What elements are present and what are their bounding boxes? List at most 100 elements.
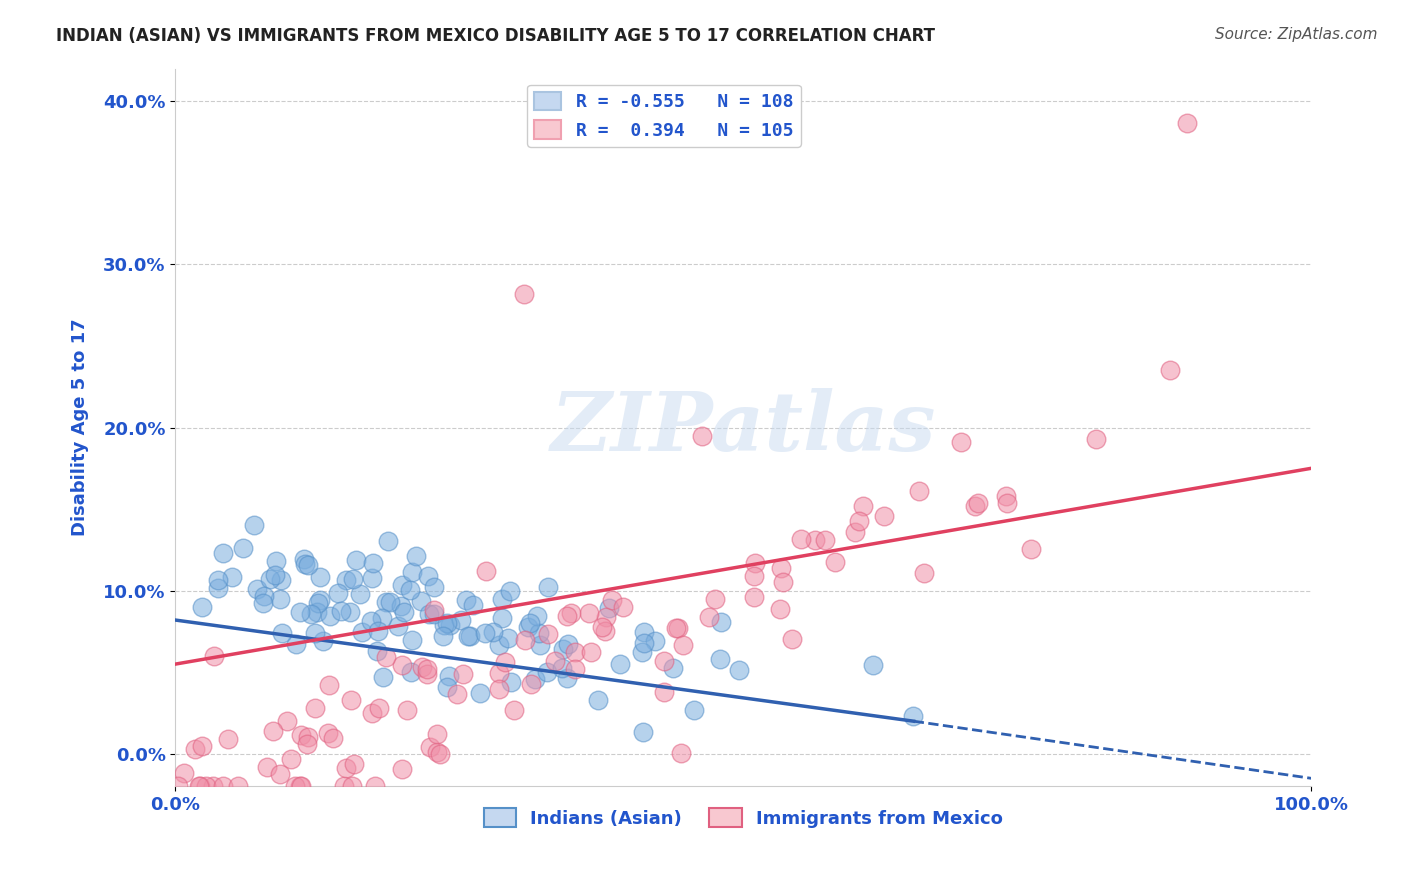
Point xyxy=(499,583,522,598)
Point xyxy=(488,681,510,696)
Point xyxy=(690,429,713,443)
Point xyxy=(207,574,229,588)
Point xyxy=(437,669,460,683)
Point xyxy=(243,517,266,532)
Point xyxy=(423,607,446,621)
Point xyxy=(995,489,1018,503)
Point xyxy=(252,596,274,610)
Point xyxy=(419,739,441,754)
Point xyxy=(1084,432,1107,446)
Point xyxy=(295,737,318,751)
Point xyxy=(173,765,195,780)
Point xyxy=(389,599,412,613)
Point xyxy=(586,693,609,707)
Point xyxy=(461,599,484,613)
Point xyxy=(426,727,449,741)
Point xyxy=(290,606,312,620)
Point xyxy=(232,541,254,555)
Point xyxy=(330,604,353,618)
Point xyxy=(769,602,792,616)
Point xyxy=(633,624,655,639)
Point xyxy=(432,629,454,643)
Point xyxy=(396,703,419,717)
Point xyxy=(591,620,613,634)
Legend: Indians (Asian), Immigrants from Mexico: Indians (Asian), Immigrants from Mexico xyxy=(477,801,1011,835)
Point xyxy=(703,591,725,606)
Point xyxy=(391,658,413,673)
Point xyxy=(366,644,388,658)
Point xyxy=(371,610,394,624)
Text: ZIPatlas: ZIPatlas xyxy=(551,387,936,467)
Point xyxy=(662,660,685,674)
Point xyxy=(529,638,551,652)
Point xyxy=(183,741,205,756)
Point xyxy=(682,703,704,717)
Point xyxy=(284,779,307,793)
Point xyxy=(491,611,513,625)
Point xyxy=(553,641,575,656)
Point xyxy=(612,600,634,615)
Point xyxy=(912,566,935,581)
Point xyxy=(399,583,422,598)
Point xyxy=(1175,116,1198,130)
Point xyxy=(666,621,689,635)
Point xyxy=(256,760,278,774)
Point xyxy=(352,625,374,640)
Point xyxy=(965,500,987,514)
Point xyxy=(501,674,523,689)
Point xyxy=(644,633,666,648)
Point xyxy=(426,745,449,759)
Point xyxy=(517,620,540,634)
Point xyxy=(697,610,720,624)
Point xyxy=(307,596,329,610)
Point xyxy=(294,557,316,571)
Point xyxy=(652,685,675,699)
Point xyxy=(949,434,972,449)
Point xyxy=(429,747,451,761)
Point xyxy=(672,638,695,652)
Point xyxy=(519,616,541,631)
Point xyxy=(564,645,586,659)
Point xyxy=(270,574,292,588)
Point xyxy=(271,626,294,640)
Point xyxy=(226,780,249,794)
Point xyxy=(564,662,586,676)
Point xyxy=(322,731,344,745)
Point xyxy=(305,605,328,619)
Point xyxy=(190,600,212,615)
Point xyxy=(433,618,456,632)
Point xyxy=(631,725,654,739)
Point xyxy=(202,780,225,794)
Point xyxy=(416,569,439,583)
Point xyxy=(387,618,409,632)
Point xyxy=(391,762,413,776)
Point xyxy=(342,780,364,794)
Point xyxy=(316,726,339,740)
Point xyxy=(221,570,243,584)
Point xyxy=(290,728,312,742)
Point xyxy=(555,609,578,624)
Point xyxy=(494,656,516,670)
Point xyxy=(318,678,340,692)
Point xyxy=(217,732,239,747)
Point xyxy=(536,665,558,679)
Point xyxy=(373,670,395,684)
Point xyxy=(529,626,551,640)
Point xyxy=(416,667,439,681)
Point xyxy=(401,632,423,647)
Point xyxy=(360,706,382,721)
Point xyxy=(579,644,602,658)
Point xyxy=(470,685,492,699)
Point xyxy=(416,663,439,677)
Point xyxy=(451,667,474,681)
Point xyxy=(873,509,896,524)
Point xyxy=(852,499,875,513)
Point xyxy=(488,665,510,680)
Point xyxy=(280,752,302,766)
Point xyxy=(190,739,212,753)
Point xyxy=(333,780,356,794)
Point xyxy=(207,581,229,595)
Point xyxy=(544,654,567,668)
Point xyxy=(394,606,416,620)
Point xyxy=(903,709,925,723)
